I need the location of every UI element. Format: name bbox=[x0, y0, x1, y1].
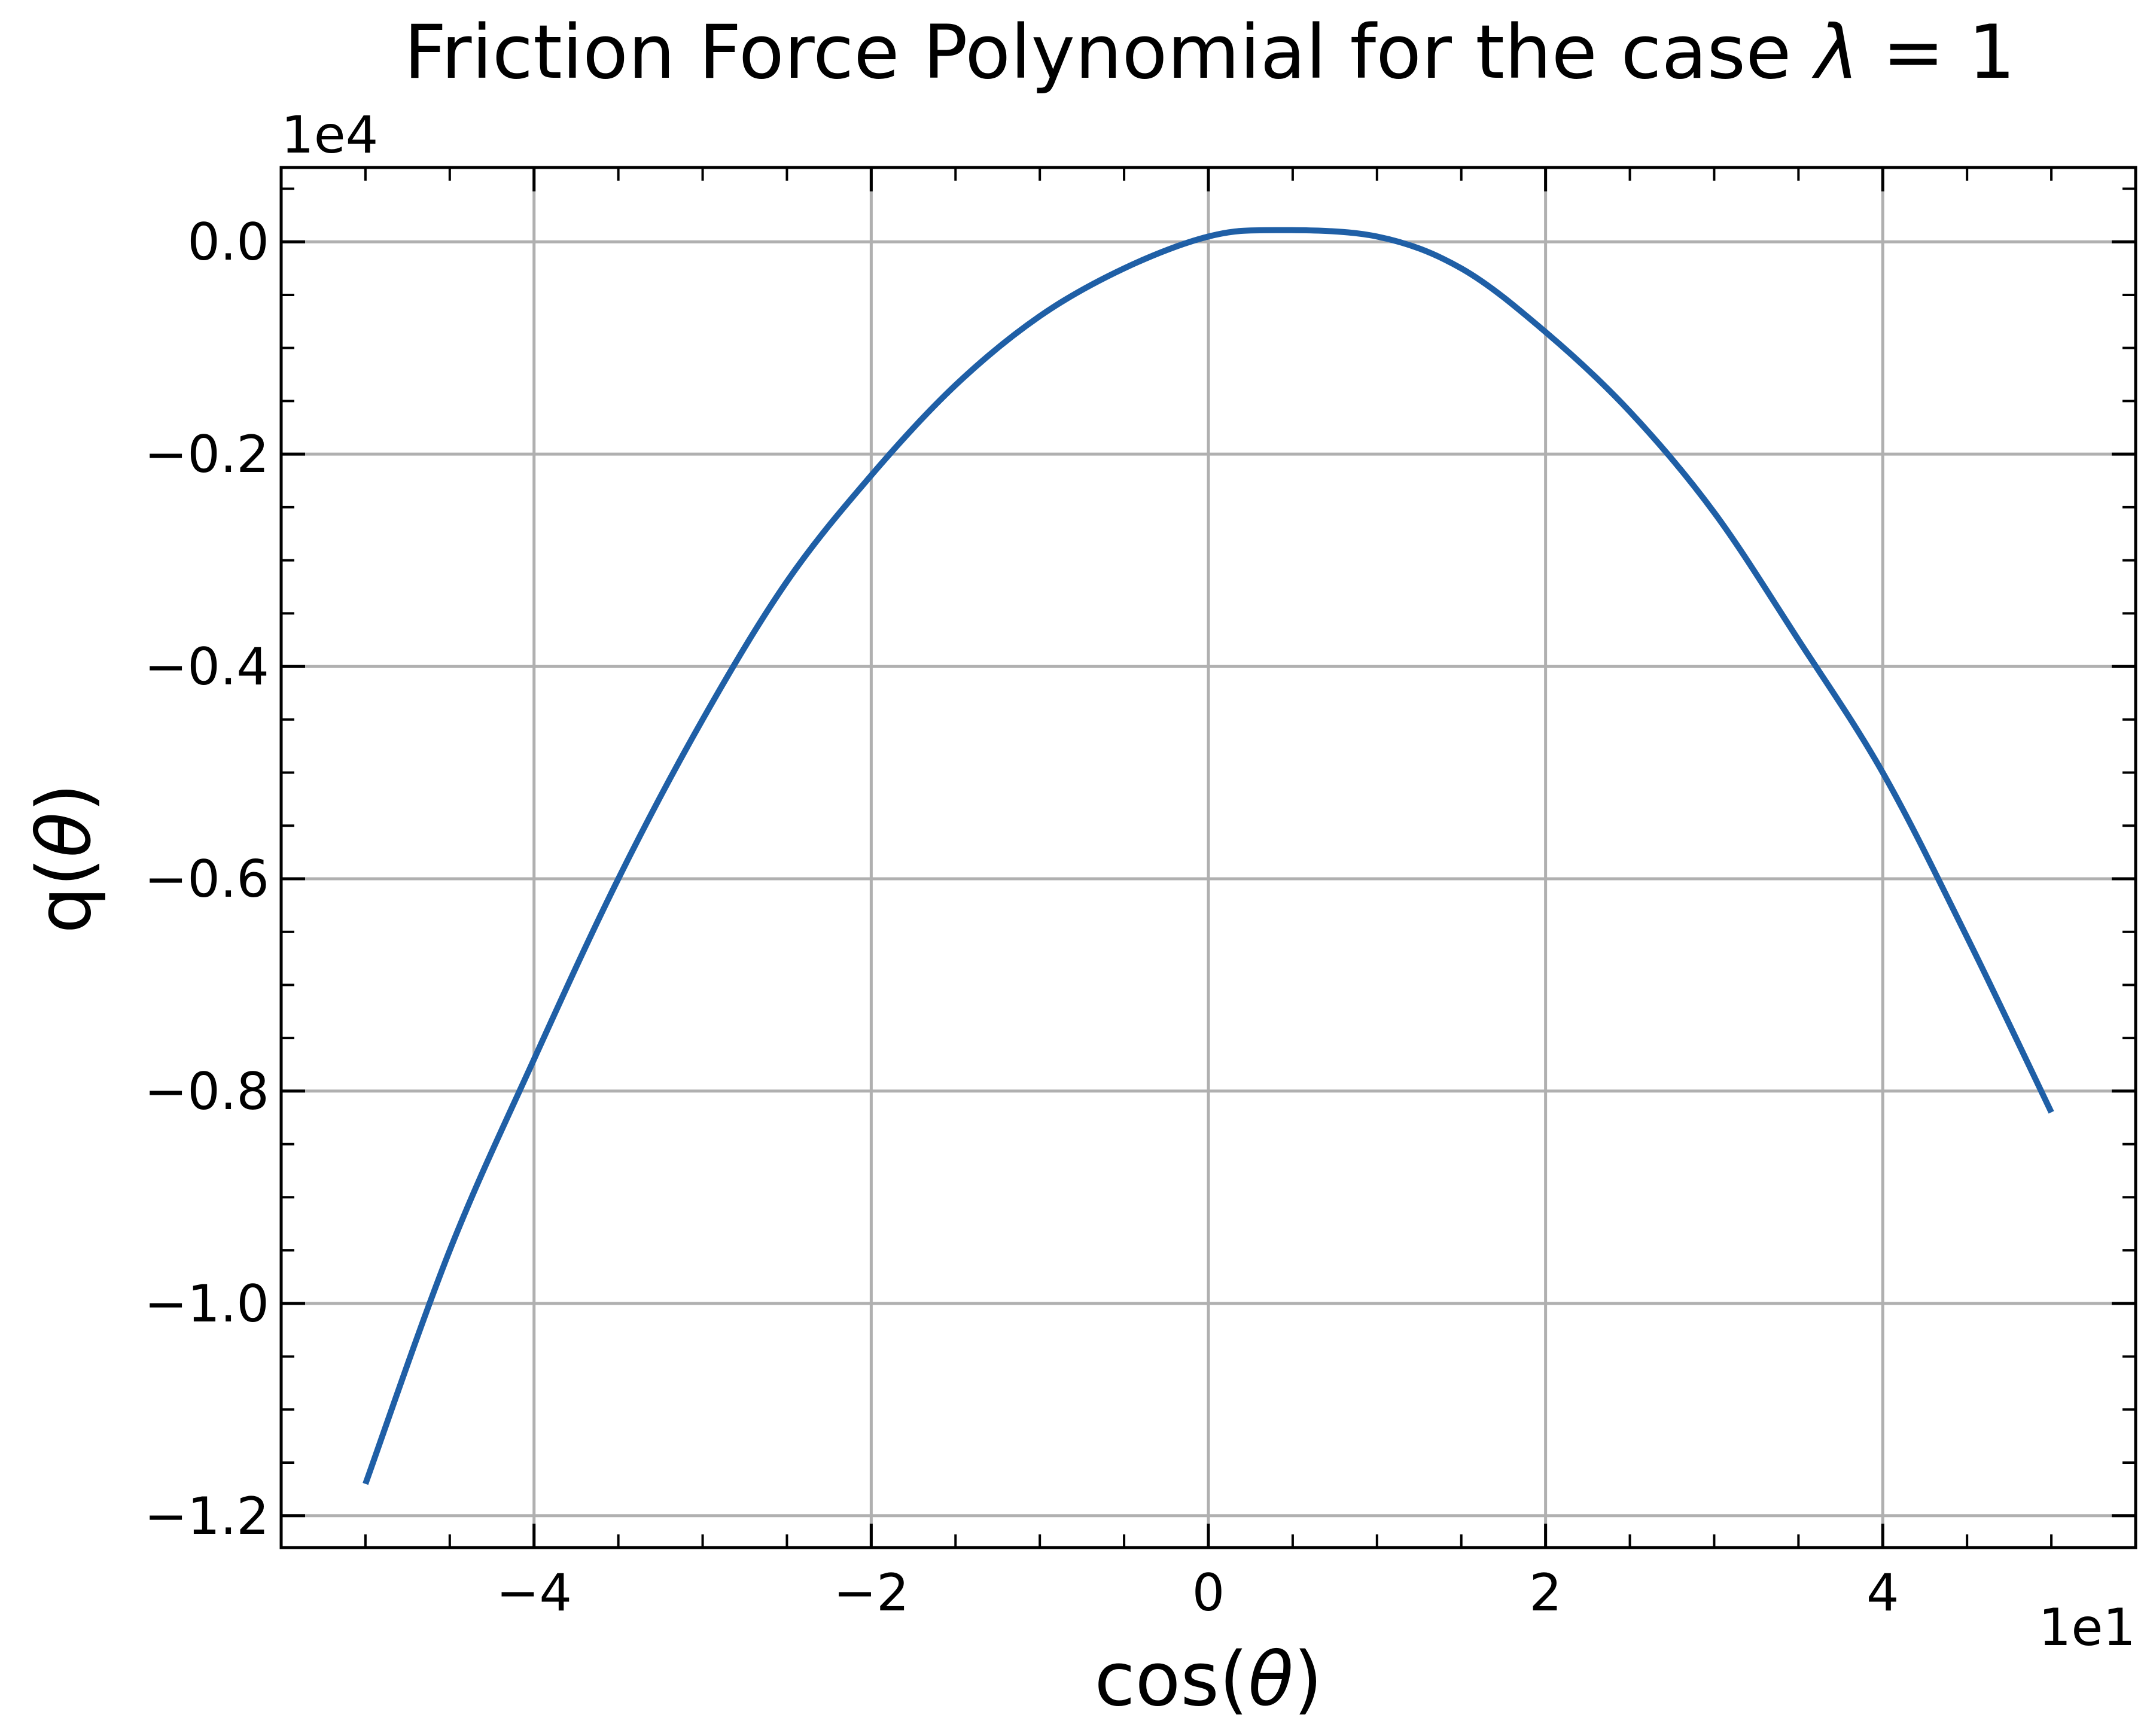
x-tick-label: 4 bbox=[1866, 1563, 1899, 1623]
y-axis-label: q(θ) bbox=[22, 783, 108, 933]
x-axis-label: cos(θ) bbox=[1094, 1637, 1322, 1723]
series-line bbox=[363, 227, 2054, 1485]
series-layer bbox=[363, 227, 2054, 1485]
x-tick-label: 2 bbox=[1529, 1563, 1562, 1623]
y-tick-label: −1.2 bbox=[144, 1487, 269, 1546]
y-axis-label-symbol: θ bbox=[22, 812, 108, 858]
chart-title: Friction Force Polynomial for the case λ… bbox=[404, 10, 2015, 96]
y-axis-label-suffix: ) bbox=[22, 783, 108, 812]
x-axis-label-prefix: cos( bbox=[1094, 1637, 1248, 1723]
y-tick-label: −1.0 bbox=[144, 1274, 269, 1334]
x-tick-label: −2 bbox=[833, 1563, 909, 1623]
chart-title-suffix: = 1 bbox=[1859, 10, 2015, 96]
y-tick-label: −0.4 bbox=[144, 637, 269, 697]
chart-title-symbol: λ bbox=[1811, 10, 1859, 96]
chart-title-main: Friction Force Polynomial for the case bbox=[404, 10, 1815, 96]
x-axis-label-symbol: θ bbox=[1248, 1637, 1293, 1723]
x-tick-label: −4 bbox=[496, 1563, 572, 1623]
x-axis-label-suffix: ) bbox=[1293, 1637, 1322, 1723]
y-tick-label: −0.8 bbox=[144, 1062, 269, 1122]
tick-labels: −4 −2 0 2 4 0.0 −0.2 −0.4 −0.6 −0.8 −1.0 −1.2 bbox=[144, 212, 1899, 1623]
y-tick-label: −0.6 bbox=[144, 849, 269, 909]
y-tick-label: −0.2 bbox=[144, 425, 269, 485]
y-axis-label-prefix: q( bbox=[22, 858, 108, 934]
x-tick-label: 0 bbox=[1192, 1563, 1225, 1623]
grid-lines bbox=[281, 167, 2136, 1548]
y-tick-label: 0.0 bbox=[187, 212, 269, 272]
axis-ticks bbox=[281, 167, 2136, 1548]
x-axis-offset-text: 1e1 bbox=[2039, 1598, 2136, 1658]
y-axis-offset-text: 1e4 bbox=[281, 105, 378, 165]
